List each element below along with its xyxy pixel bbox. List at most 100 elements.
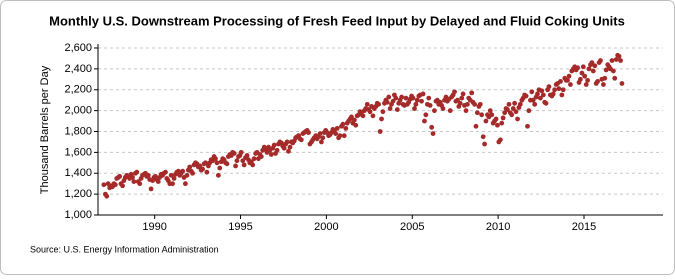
data-point	[479, 112, 485, 118]
data-point	[543, 100, 549, 106]
data-point	[512, 100, 518, 106]
data-point	[364, 101, 370, 107]
data-point	[463, 108, 469, 114]
data-point	[187, 164, 193, 170]
data-point	[394, 107, 400, 112]
data-point	[204, 169, 210, 175]
data-point	[419, 98, 424, 104]
data-point	[234, 158, 240, 164]
data-point	[517, 101, 523, 107]
data-point	[429, 124, 435, 130]
y-tick-label: 2,400	[64, 63, 92, 75]
data-point	[482, 141, 487, 147]
data-point	[535, 91, 540, 97]
data-point	[589, 60, 595, 66]
data-point	[197, 163, 203, 169]
data-point	[274, 147, 280, 153]
data-point	[214, 160, 220, 166]
data-point	[487, 108, 493, 114]
data-point	[523, 93, 529, 99]
data-point	[586, 66, 592, 72]
data-point	[556, 86, 562, 92]
data-point	[241, 162, 247, 168]
data-point	[340, 121, 346, 127]
data-point	[592, 63, 598, 69]
data-point	[575, 65, 581, 71]
data-point	[526, 108, 532, 114]
data-point	[440, 106, 446, 111]
data-point	[497, 137, 503, 143]
data-point	[390, 98, 396, 104]
data-point	[367, 109, 373, 115]
data-point	[579, 70, 585, 76]
data-point	[420, 91, 426, 97]
data-point	[505, 107, 510, 112]
data-point	[180, 168, 186, 174]
data-point	[550, 91, 556, 97]
data-point	[271, 142, 277, 148]
data-point	[610, 68, 616, 74]
data-point	[477, 101, 483, 107]
data-point	[393, 95, 399, 101]
data-point	[566, 73, 572, 79]
x-tick-label: 2005	[400, 221, 424, 233]
data-point	[384, 99, 390, 105]
data-point	[380, 109, 386, 115]
data-point	[469, 90, 475, 96]
data-point	[472, 101, 478, 107]
data-point	[619, 81, 625, 86]
y-tick-label: 1,800	[64, 125, 92, 137]
data-point	[130, 175, 135, 180]
data-point	[447, 108, 453, 114]
data-point	[184, 172, 190, 178]
data-point	[540, 92, 546, 98]
data-point	[148, 186, 154, 192]
data-point	[515, 116, 520, 122]
x-tick-label: 1990	[142, 221, 166, 233]
source: Source: U.S. Energy Information Administ…	[30, 244, 219, 254]
data-point	[170, 181, 175, 187]
data-point	[432, 108, 437, 114]
data-point	[317, 131, 323, 136]
data-point	[460, 91, 466, 97]
data-point	[112, 182, 118, 188]
data-point	[379, 116, 384, 122]
data-point	[334, 125, 340, 131]
data-point	[506, 101, 512, 107]
data-point	[101, 182, 107, 188]
y-tick-label: 1,400	[64, 167, 92, 179]
data-point	[377, 129, 383, 134]
data-point	[525, 123, 530, 129]
y-tick-label: 2,200	[64, 84, 92, 96]
data-point	[287, 144, 293, 150]
data-point	[258, 154, 264, 159]
data-point	[250, 162, 256, 168]
data-point	[399, 94, 405, 100]
data-point	[480, 134, 486, 140]
data-point	[602, 75, 608, 81]
data-point	[452, 89, 457, 95]
data-point	[499, 120, 505, 126]
data-point	[413, 101, 419, 107]
data-point	[618, 58, 623, 63]
data-point	[171, 176, 177, 181]
data-point	[427, 103, 433, 108]
data-point	[585, 77, 591, 83]
data-point	[233, 163, 238, 169]
data-point	[224, 161, 230, 167]
data-point	[238, 149, 244, 155]
data-point	[560, 87, 566, 93]
data-point	[457, 100, 463, 106]
y-tick-label: 1,600	[64, 146, 92, 158]
data-point	[539, 88, 545, 94]
data-point	[349, 114, 354, 120]
data-point	[134, 169, 140, 175]
data-point	[530, 97, 536, 103]
data-point	[430, 131, 436, 136]
data-point	[546, 84, 552, 90]
x-tick-label: 2015	[572, 221, 596, 233]
data-point	[104, 193, 110, 199]
data-point	[473, 123, 479, 129]
data-point	[306, 130, 311, 135]
data-point	[616, 53, 622, 59]
